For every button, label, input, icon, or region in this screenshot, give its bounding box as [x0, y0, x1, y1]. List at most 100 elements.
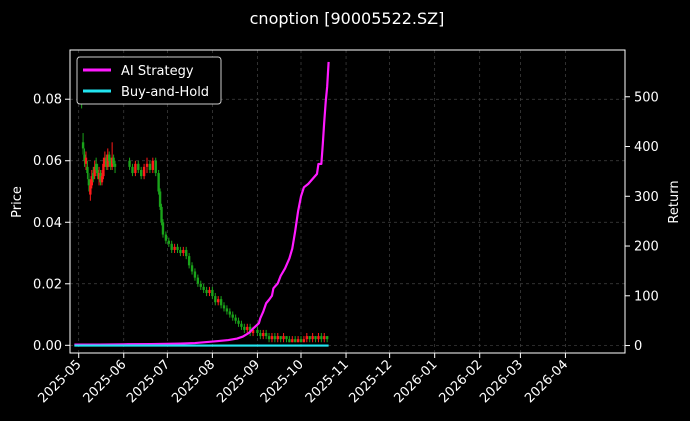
candle-body: [106, 154, 109, 167]
series-line-ai-strategy: [74, 61, 330, 346]
candle: [128, 157, 131, 170]
candle-body: [103, 157, 107, 164]
candle: [173, 243, 176, 254]
candle: [214, 293, 217, 306]
candle: [86, 160, 89, 180]
candle-body: [170, 243, 173, 250]
candle-body: [187, 256, 191, 266]
candle: [228, 308, 232, 318]
candle: [305, 333, 309, 343]
candle-body: [228, 311, 232, 315]
y-left-tick-label: 0.00: [33, 339, 62, 354]
candle-body: [199, 283, 202, 287]
candle-body: [112, 157, 115, 164]
candle: [90, 169, 93, 189]
candle: [145, 157, 149, 174]
candle-body: [288, 339, 291, 343]
candle: [151, 157, 155, 174]
candle: [270, 333, 274, 343]
candle: [314, 336, 317, 343]
candle: [103, 151, 107, 167]
candle: [259, 329, 262, 340]
candle-body: [320, 336, 323, 340]
candle: [279, 336, 282, 343]
candle-body: [190, 265, 194, 272]
y-axis-right: 0 100 200 300 400 500: [625, 90, 659, 354]
y-left-tick-label: 0.08: [33, 93, 62, 108]
candle-body: [208, 289, 211, 294]
candle: [158, 188, 162, 210]
candle-body: [173, 246, 176, 250]
candle: [243, 323, 246, 334]
candle: [96, 163, 99, 180]
candle-body: [110, 157, 114, 167]
candle: [291, 336, 294, 343]
candle-body: [296, 339, 300, 343]
candle: [225, 305, 229, 315]
candle: [97, 166, 101, 186]
candle: [134, 160, 137, 177]
candle-body: [262, 333, 265, 337]
candle: [176, 243, 179, 254]
candle-body: [205, 289, 208, 294]
candle-body: [276, 336, 279, 340]
legend: AI Strategy Buy-and-Hold: [76, 56, 222, 105]
candle: [240, 320, 243, 330]
candle-body: [84, 157, 88, 164]
candle: [311, 333, 314, 343]
candle: [205, 286, 208, 297]
chart-title: cnoption [90005522.SZ]: [250, 9, 445, 28]
candle: [317, 333, 320, 343]
candle: [89, 179, 92, 201]
candle-body: [89, 185, 92, 195]
candle-body: [237, 320, 240, 324]
candle: [110, 142, 114, 170]
candle-body: [94, 163, 98, 170]
candle: [182, 246, 185, 257]
candle-body: [285, 336, 288, 340]
candle-body: [216, 299, 220, 303]
candle-body: [311, 336, 314, 340]
candle: [246, 323, 249, 334]
candle-body: [259, 333, 262, 337]
candle-body: [86, 166, 89, 174]
legend-label-ai-strategy: AI Strategy: [121, 64, 194, 79]
y-axis-left-label: Price: [10, 186, 25, 218]
candle-body: [231, 314, 234, 318]
plot-frame: [69, 49, 626, 354]
candle-body: [299, 339, 303, 343]
candles: [80, 93, 329, 343]
candle: [94, 157, 98, 174]
candle-body: [131, 166, 134, 174]
candle-body: [248, 326, 252, 334]
candle: [161, 219, 165, 238]
candle-body: [256, 329, 259, 334]
candle: [276, 333, 279, 343]
candle: [170, 240, 173, 254]
candle-body: [240, 323, 243, 327]
candle-body: [109, 160, 112, 167]
legend-label-buy-and-hold: Buy-and-Hold: [121, 85, 209, 100]
candle: [92, 166, 95, 183]
candle: [105, 154, 108, 170]
candle-body: [282, 336, 285, 340]
candle-body: [314, 336, 317, 340]
candle-body: [176, 246, 179, 250]
candle: [256, 326, 259, 337]
candle-body: [225, 308, 229, 312]
candle: [288, 336, 291, 343]
candle: [87, 173, 91, 192]
candle: [262, 329, 265, 340]
candle-body: [160, 206, 163, 223]
candle: [320, 333, 323, 343]
candle-body: [267, 336, 271, 340]
candle: [157, 169, 160, 195]
candle-body: [305, 336, 309, 340]
y-axis-left: 0.00 0.02 0.04 0.06 0.08: [33, 93, 70, 354]
candle-body: [211, 289, 214, 297]
candle-body: [113, 163, 117, 167]
candle-body: [202, 286, 205, 290]
candle-body: [196, 277, 200, 284]
candle-body: [83, 154, 86, 161]
